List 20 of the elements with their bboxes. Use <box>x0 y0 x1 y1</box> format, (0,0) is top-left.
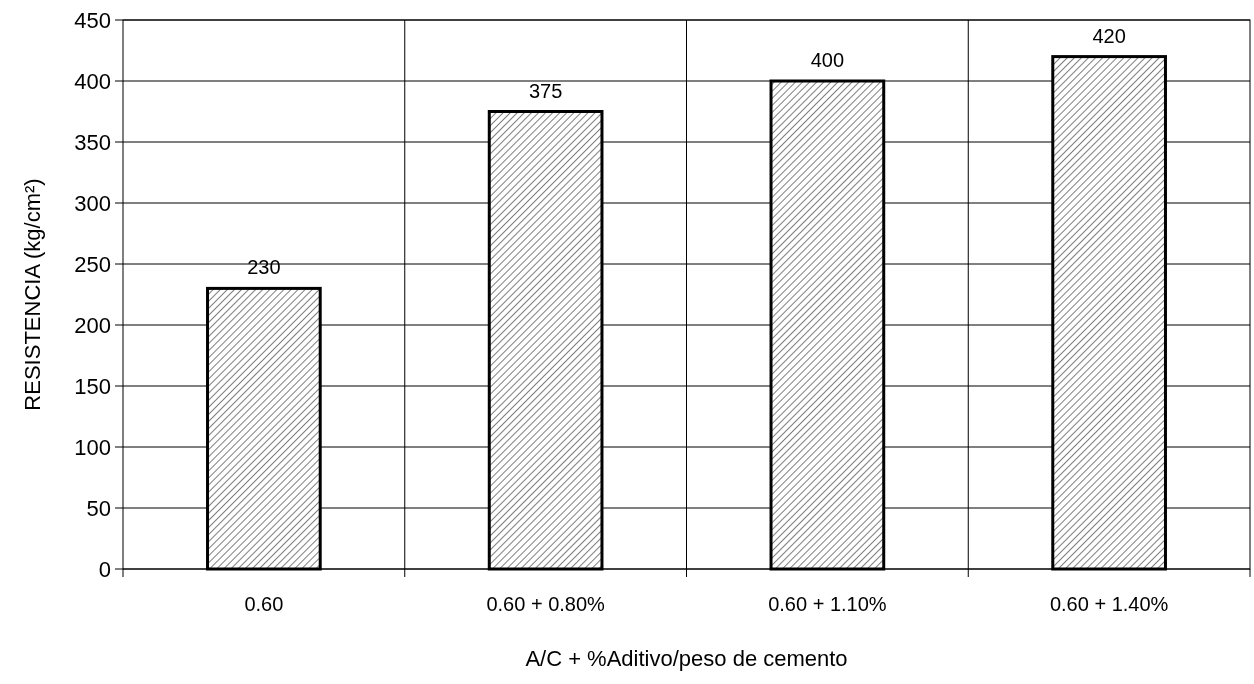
data-label: 230 <box>247 256 281 279</box>
y-tick-label: 50 <box>86 495 111 521</box>
y-tick-label: 150 <box>74 373 111 399</box>
y-tick-label: 300 <box>74 190 111 216</box>
y-tick-label: 350 <box>74 129 111 155</box>
x-tick-label: 0.60 + 1.10% <box>768 593 887 615</box>
data-label: 420 <box>1092 24 1126 47</box>
data-label: 400 <box>810 49 845 71</box>
x-axis-title: A/C + %Aditivo/peso de cemento <box>525 646 848 671</box>
x-tick-label: 0.60 + 0.80% <box>486 593 606 615</box>
y-tick-label: 200 <box>74 312 111 338</box>
y-tick-label: 450 <box>74 7 111 33</box>
y-tick-label: 400 <box>74 68 111 94</box>
data-label: 375 <box>528 79 563 102</box>
x-tick-label: 0.60 + 1.40% <box>1049 593 1169 615</box>
y-axis-title: RESISTENCIA (kg/cm²) <box>20 178 45 411</box>
y-tick-label: 250 <box>74 251 111 277</box>
y-tick-label: 100 <box>74 434 111 460</box>
y-tick-label: 0 <box>98 556 111 582</box>
x-tick-label: 0.60 <box>244 593 284 615</box>
